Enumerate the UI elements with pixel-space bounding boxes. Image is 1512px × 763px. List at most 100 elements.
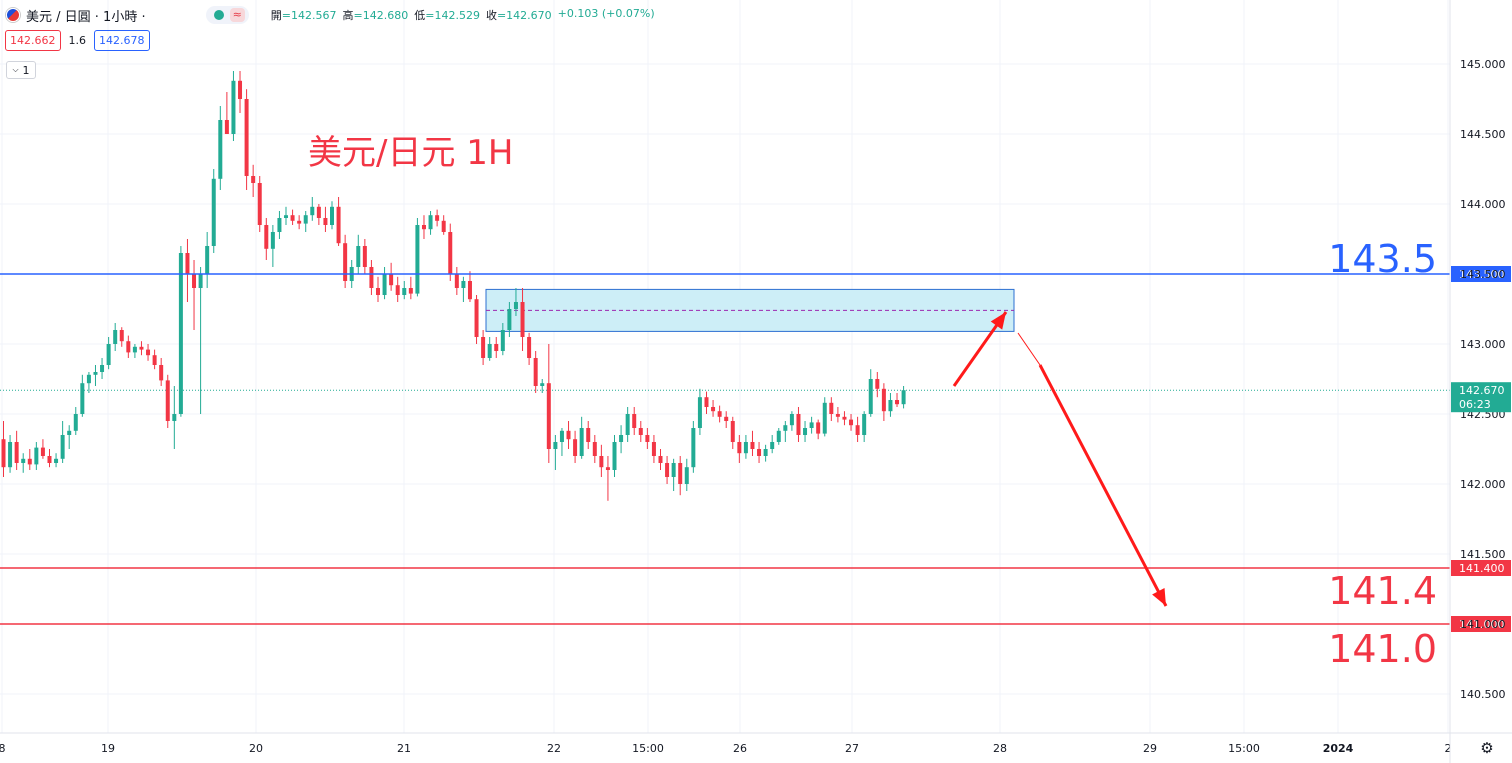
candle-body <box>875 379 880 389</box>
candle-body <box>375 288 380 295</box>
candle-body <box>730 421 735 442</box>
candlestick-series <box>1 71 906 501</box>
up-arrow-head <box>990 312 1006 330</box>
candle-body <box>185 253 190 274</box>
candle-body <box>783 425 788 431</box>
candle-body <box>40 447 45 456</box>
candle-body <box>86 374 91 384</box>
sell-button[interactable]: 142.662 <box>5 30 61 51</box>
candle-body <box>238 80 243 99</box>
candle-body <box>507 309 512 330</box>
candle-body <box>119 330 124 342</box>
level-big-label: 141.0 <box>1328 627 1437 671</box>
candle-body <box>474 299 479 337</box>
buy-button[interactable]: 142.678 <box>94 30 150 51</box>
candle-body <box>573 439 578 456</box>
candle-body <box>211 178 216 246</box>
candle-body <box>310 206 315 216</box>
x-tick-label: 19 <box>101 742 115 755</box>
countdown-label: 06:23 <box>1459 398 1491 411</box>
candle-body <box>330 206 334 225</box>
candle-body <box>205 246 210 274</box>
candle-body <box>224 120 229 134</box>
candle-body <box>717 411 722 417</box>
x-tick-label: 22 <box>547 742 561 755</box>
candle-body <box>481 337 486 358</box>
candle-body <box>658 456 663 463</box>
candle-body <box>494 344 499 351</box>
candle-body <box>678 463 683 484</box>
candle-body <box>402 288 407 295</box>
candle-body <box>816 422 821 434</box>
down-arrow-head <box>1152 588 1166 606</box>
candle-body <box>80 383 85 414</box>
low-value: =142.529 <box>425 9 480 22</box>
y-tick-label: 141.500 <box>1460 548 1506 561</box>
candle-body <box>303 215 308 224</box>
y-tick-label: 144.000 <box>1460 198 1506 211</box>
y-tick-label: 143.000 <box>1460 338 1506 351</box>
candle-body <box>441 220 446 232</box>
candle-body <box>369 267 374 288</box>
candle-body <box>809 422 814 428</box>
candle-body <box>750 442 755 449</box>
candle-body <box>605 467 610 470</box>
x-tick-label: 26 <box>733 742 747 755</box>
candle-body <box>625 414 630 435</box>
candle-body <box>47 456 52 463</box>
candle-body <box>408 288 413 294</box>
candle-body <box>454 274 459 288</box>
candle-body <box>868 379 873 414</box>
candle-body <box>849 419 854 426</box>
candle-body <box>21 458 26 463</box>
x-tick-label: 15:00 <box>1228 742 1260 755</box>
candle-body <box>14 442 19 463</box>
candle-body <box>54 458 59 463</box>
candle-body <box>829 402 834 414</box>
candle-body <box>218 120 223 179</box>
wave-icon: ≈ <box>229 8 245 22</box>
horizontal-levels[interactable]: 143.500 143.5 141.400 141.4 141.000 141.0 <box>0 237 1511 671</box>
ohlc-readout: 開=142.567 高=142.680 低=142.529 收=142.670 … <box>271 7 655 23</box>
candle-body <box>8 442 13 468</box>
candle-body <box>612 442 617 470</box>
candle-body <box>645 435 650 442</box>
x-tick-label: 8 <box>0 742 6 755</box>
projection-arrows[interactable] <box>952 311 1168 607</box>
high-value: =142.680 <box>353 9 409 22</box>
candle-body <box>264 225 269 249</box>
candle-body <box>888 400 893 412</box>
indicators-toggle-button[interactable]: ⌵ 1 <box>6 61 36 79</box>
resistance-zone[interactable] <box>485 288 1015 332</box>
candle-body <box>415 225 420 294</box>
level-big-label: 141.4 <box>1328 569 1437 613</box>
x-tick-label: 21 <box>397 742 411 755</box>
candle-body <box>192 274 197 288</box>
candle-body <box>566 430 571 440</box>
candle-body <box>822 402 827 434</box>
gear-icon[interactable]: ⚙ <box>1480 739 1494 757</box>
symbol-title[interactable]: 美元 / 日圓 · 1小時 · <box>26 9 146 25</box>
candle-body <box>763 449 768 456</box>
candle-body <box>599 456 604 468</box>
x-tick-label: 20 <box>249 742 263 755</box>
last-price-label: 142.670 <box>1459 384 1505 397</box>
candle-body <box>697 397 702 428</box>
symbol-header: 美元 / 日圓 · 1小時 · ≈ 開=142.567 高=142.680 低=… <box>6 5 655 25</box>
candle-body <box>126 341 131 353</box>
close-label: 收 <box>485 9 497 22</box>
candle-body <box>165 380 170 421</box>
candle-body <box>106 344 111 365</box>
open-label: 開 <box>270 9 282 22</box>
y-tick-label: 145.000 <box>1460 58 1506 71</box>
y-tick-label: 144.500 <box>1460 128 1506 141</box>
candle-body <box>842 416 847 420</box>
market-status-pill[interactable]: ≈ <box>205 6 249 24</box>
candle-body <box>159 365 164 381</box>
candle-body <box>257 183 262 225</box>
candle-body <box>356 246 361 267</box>
candle-body <box>389 274 394 286</box>
level-price-tag-label: 141.400 <box>1459 562 1505 575</box>
candle-body <box>789 414 794 426</box>
